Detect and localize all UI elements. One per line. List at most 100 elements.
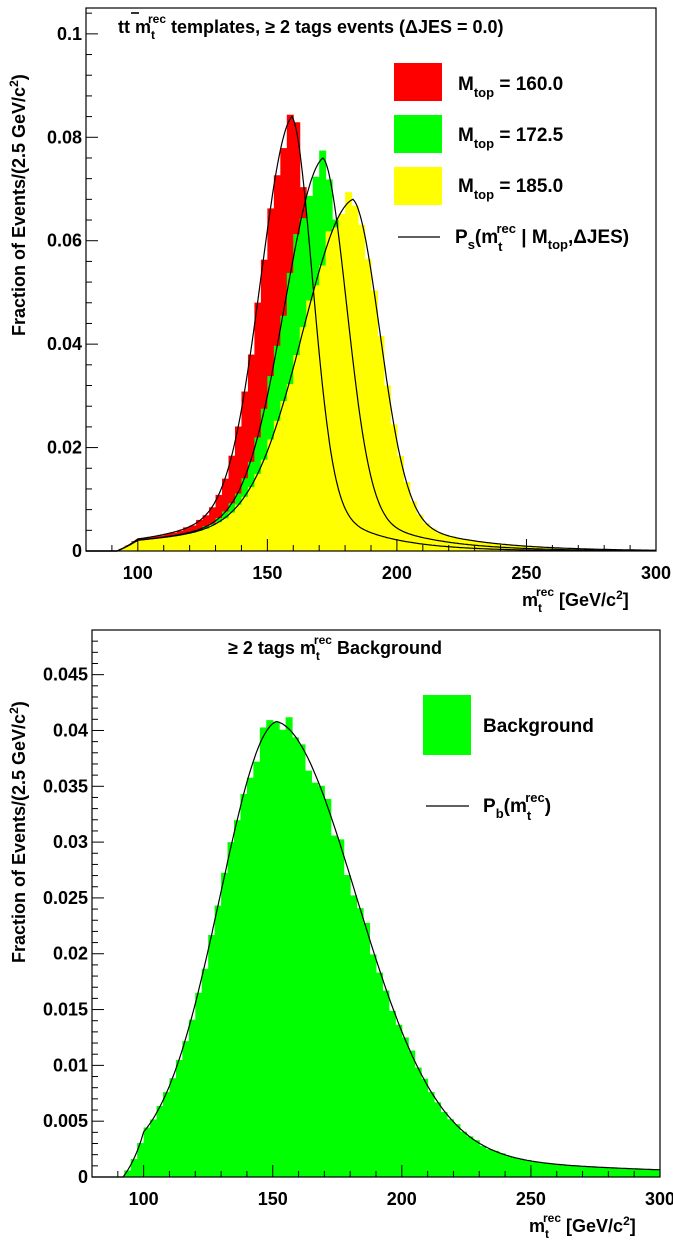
histogram-bin [247, 487, 255, 551]
histogram-bin [505, 1156, 513, 1177]
histogram-bin [292, 737, 300, 1177]
histogram-bin [324, 798, 332, 1177]
histogram-bin [434, 1102, 442, 1177]
p1-legend-fit-label: Ps(mtrec | Mtop,ΔJES) [455, 221, 629, 254]
histogram-bin [647, 1169, 655, 1177]
histogram-bin [332, 227, 340, 551]
histogram-bin [286, 384, 294, 551]
histogram-bin [259, 727, 267, 1177]
histogram-bin [163, 1092, 170, 1177]
y-tick-label: 0.02 [53, 944, 88, 964]
y-tick-label: 0.025 [43, 888, 88, 908]
histogram-bin [634, 1168, 642, 1177]
histogram-bin [595, 1167, 603, 1177]
histogram-bin [240, 793, 248, 1177]
histogram-bin [621, 1168, 629, 1177]
p2-legend-fit-label: Pb(mtrec) [483, 790, 551, 823]
histogram-bin [188, 1019, 196, 1177]
histogram-bin [175, 1060, 183, 1177]
y-tick-label: 0.02 [47, 438, 82, 458]
histogram-bin [150, 538, 158, 551]
histogram-bin [222, 518, 229, 551]
histogram-bin [208, 934, 216, 1177]
histogram-bin [479, 1145, 487, 1177]
histogram-bin [640, 1169, 648, 1177]
histogram-bin [293, 355, 301, 551]
histogram-bin [124, 1170, 132, 1177]
p1-legend-label-172: Mtop = 172.5 [458, 125, 564, 151]
histogram-bin [183, 533, 191, 551]
p2-title: ≥ 2 tags mtrec Background [228, 633, 442, 663]
y-tick-label: 0.08 [47, 127, 82, 147]
histogram-bin [401, 1037, 409, 1177]
histogram-bin [422, 523, 430, 551]
p1-histograms [118, 114, 638, 552]
histogram-bin [530, 1161, 538, 1177]
histogram-bin [363, 922, 371, 1177]
histogram-bin [358, 224, 366, 552]
histogram-bin [221, 872, 229, 1177]
histogram-bin [524, 1160, 532, 1177]
histogram-bin [343, 874, 351, 1177]
histogram-bin [215, 522, 223, 551]
p1-legend-label-160: Mtop = 160.0 [458, 74, 563, 100]
histogram-bin [254, 302, 262, 551]
p2-y-axis: 0 0.005 0.01 0.015 0.02 0.025 0.03 0.035 0.04 0.0… [43, 629, 104, 1187]
histogram-bin [345, 192, 353, 551]
histogram-bin [369, 954, 377, 1177]
histogram-bin [157, 537, 165, 551]
histogram-bin [201, 968, 209, 1177]
histogram-bin [550, 1163, 558, 1177]
histogram-bin [228, 512, 236, 551]
histogram-bin [382, 990, 390, 1177]
histogram-bin [131, 541, 139, 551]
histogram-bin [118, 548, 126, 551]
histogram-bin [156, 1105, 164, 1177]
histogram-bin [137, 539, 145, 551]
histogram-bin [396, 456, 404, 551]
p2-histogram [124, 717, 661, 1177]
p2-y-axis-label: Fraction of Events/(2.5 GeV/c2) [7, 701, 29, 963]
p1-y-axis: 0 0.02 0.04 0.06 0.08 0.1 [47, 12, 98, 561]
histogram-bin [576, 1166, 584, 1177]
p2-x-axis: 100 150 200 250 300 [91, 1165, 673, 1209]
histogram-bin [260, 459, 268, 551]
histogram-bin [195, 992, 203, 1177]
histogram-bin [350, 895, 358, 1177]
histogram-bin [364, 259, 372, 551]
p1-title: tt mtrec templates, ≥ 2 tags events (ΔJE… [118, 12, 504, 42]
p2-legend-label-background: Background [483, 716, 594, 737]
p2-legend-swatch-background [423, 695, 471, 755]
histogram-bin [582, 1166, 590, 1177]
p1-y-axis-label: Fraction of Events/(2.5 GeV/c2) [7, 74, 29, 336]
histogram-bin [485, 1149, 493, 1177]
histogram-bin [144, 539, 152, 551]
histogram-bin [279, 729, 287, 1177]
y-tick-label: 0.03 [53, 832, 88, 852]
histogram-bin [569, 1165, 577, 1177]
histogram-bin [492, 1150, 500, 1177]
histogram-bin [176, 534, 184, 551]
histogram-bin [143, 1127, 151, 1177]
histogram-bin [241, 391, 249, 551]
histogram-bin [589, 1166, 596, 1177]
histogram-bin [280, 401, 288, 551]
histogram-bin [267, 439, 275, 551]
histogram-bin [435, 532, 443, 551]
histogram-bin [543, 1163, 551, 1177]
histogram-bin [537, 1162, 545, 1177]
histogram-bin [337, 839, 345, 1177]
y-tick-label: 0.06 [47, 231, 82, 251]
y-tick-label: 0 [78, 1167, 88, 1187]
histogram-bin [311, 782, 319, 1177]
histogram-bin [453, 1124, 461, 1177]
histogram-bin [390, 424, 398, 551]
p1-legend-swatch-160 [394, 63, 442, 101]
histogram-bin [227, 842, 235, 1177]
histogram-bin [466, 1136, 474, 1177]
y-tick-label: 0.015 [43, 1000, 88, 1020]
histogram-bin [409, 501, 417, 551]
histogram-bin [403, 481, 411, 551]
histogram-bin [614, 1167, 622, 1177]
